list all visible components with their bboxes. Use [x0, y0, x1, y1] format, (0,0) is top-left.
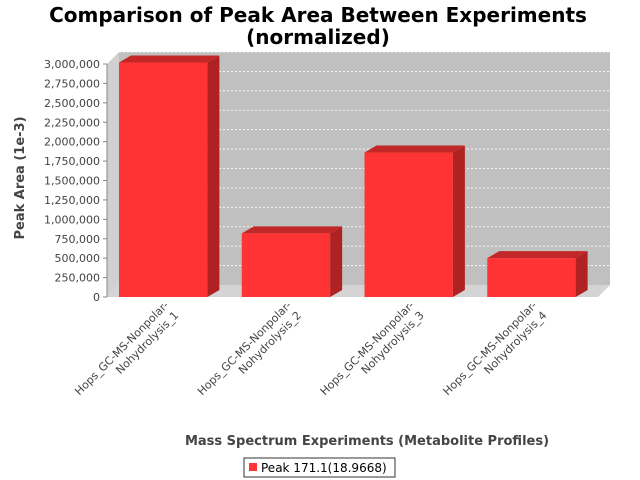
- y-tick-label: 500,000: [55, 252, 101, 265]
- bar-side: [575, 251, 588, 297]
- plot-floor: [107, 285, 610, 297]
- y-tick-label: 2,500,000: [44, 97, 100, 110]
- y-tick-label: 1,750,000: [44, 155, 100, 168]
- legend-label: Peak 171.1(18.9668): [261, 461, 387, 475]
- legend-box: [243, 457, 396, 478]
- legend: Peak 171.1(18.9668): [243, 457, 396, 478]
- bar-front: [119, 62, 208, 297]
- x-tick-label: Hops_GC-MS-Nonpolar-Nohydrolysis_4: [441, 299, 550, 408]
- y-tick-label: 1,250,000: [44, 194, 100, 207]
- plot-side-wall: [107, 52, 119, 297]
- legend-swatch: [249, 463, 257, 471]
- bar: [364, 145, 465, 297]
- y-tick-label: 750,000: [55, 233, 101, 246]
- chart-title-line-2: (normalized): [246, 25, 390, 49]
- y-axis: 0 250,000 500,000 750,000 1,000,000 1,250,000…: [44, 58, 108, 304]
- y-tick-label: 1,000,000: [44, 213, 100, 226]
- bar-top: [487, 251, 588, 259]
- y-tick-label: 250,000: [55, 272, 101, 285]
- bar: [119, 55, 220, 297]
- bar-front: [241, 233, 331, 297]
- chart-title-line-1: Comparison of Peak Area Between Experime…: [49, 3, 587, 27]
- bar: [487, 251, 588, 297]
- bar-side: [330, 226, 343, 297]
- y-tick-label: 3,000,000: [44, 58, 100, 71]
- y-tick-label: 0: [93, 291, 100, 304]
- bars: [119, 55, 588, 297]
- y-axis-label: Peak Area (1e-3): [13, 116, 28, 239]
- bar-front: [364, 152, 453, 297]
- bar: [241, 226, 343, 297]
- x-tick-label: Hops_GC-MS-Nonpolar-Nohydrolysis_2: [195, 299, 304, 408]
- x-axis: Hops_GC-MS-Nonpolar-Nohydrolysis_1 Hops_G…: [72, 299, 550, 408]
- bar-top: [119, 55, 220, 63]
- x-axis-label: Mass Spectrum Experiments (Metabolite Pr…: [185, 434, 549, 449]
- bar-front: [487, 258, 576, 297]
- y-tick-label: 2,750,000: [44, 77, 100, 90]
- bar-top: [241, 226, 343, 234]
- x-tick-label: Hops_GC-MS-Nonpolar-Nohydrolysis_1: [72, 299, 181, 408]
- y-tick-label: 2,250,000: [44, 116, 100, 129]
- bar-side: [207, 55, 220, 297]
- bar-top: [364, 145, 465, 153]
- y-tick-label: 1,500,000: [44, 175, 100, 188]
- bar-side: [452, 145, 465, 297]
- y-tick-label: 2,000,000: [44, 136, 100, 149]
- x-tick-label: Hops_GC-MS-Nonpolar-Nohydrolysis_3: [318, 299, 427, 408]
